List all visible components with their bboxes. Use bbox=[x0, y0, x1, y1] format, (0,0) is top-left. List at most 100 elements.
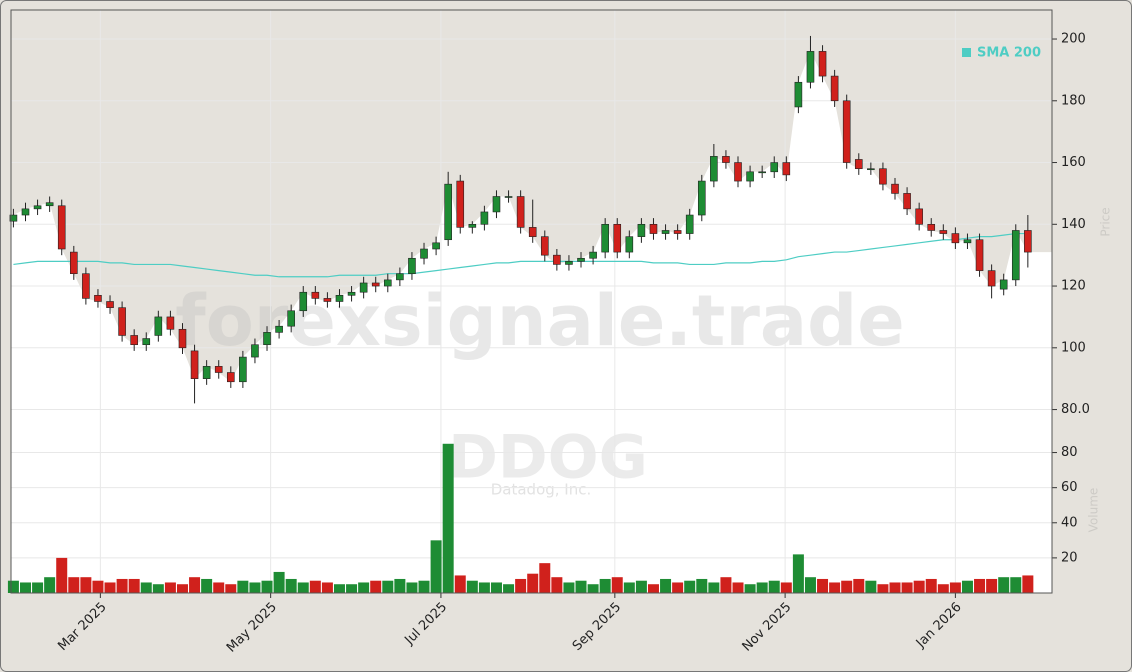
volume-bar bbox=[128, 578, 140, 593]
volume-bar bbox=[92, 580, 104, 593]
candle-body bbox=[710, 156, 718, 182]
volume-bar bbox=[575, 580, 587, 593]
candle-body bbox=[178, 328, 187, 349]
candle-body bbox=[746, 171, 754, 182]
volume-bar bbox=[768, 580, 780, 593]
volume-bar bbox=[80, 577, 92, 593]
candle-body bbox=[335, 295, 344, 302]
volume-bar bbox=[708, 582, 720, 593]
volume-bar bbox=[261, 580, 273, 593]
y-tick-label: 140 bbox=[1061, 217, 1086, 232]
candle-body bbox=[45, 202, 54, 207]
volume-bar bbox=[961, 580, 973, 593]
volume-tick-label: 60 bbox=[1061, 480, 1078, 495]
volume-bar bbox=[901, 582, 913, 593]
volume-bar bbox=[382, 580, 394, 593]
candle-body bbox=[516, 196, 525, 228]
candle-body bbox=[601, 223, 609, 253]
volume-bar bbox=[937, 584, 949, 593]
candle-body bbox=[867, 168, 875, 171]
candle-body bbox=[613, 223, 622, 253]
volume-bar bbox=[792, 554, 804, 593]
watermark: forexsignale.trade bbox=[175, 280, 904, 362]
volume-axis-label: Volume bbox=[1087, 488, 1101, 533]
candle-body bbox=[323, 298, 332, 302]
volume-tick-label: 80 bbox=[1061, 445, 1078, 460]
candle-body bbox=[818, 51, 827, 77]
candle-body bbox=[239, 356, 247, 383]
y-tick-label: 100 bbox=[1061, 340, 1086, 355]
candle-body bbox=[33, 205, 42, 210]
volume-bar bbox=[974, 578, 986, 593]
volume-bar bbox=[744, 584, 756, 593]
volume-bar bbox=[285, 578, 297, 593]
candle-body bbox=[891, 183, 899, 194]
candle-body bbox=[673, 230, 682, 234]
volume-bar bbox=[140, 582, 152, 593]
volume-bar bbox=[430, 540, 442, 593]
candle-body bbox=[57, 205, 66, 250]
candle-body bbox=[347, 291, 356, 296]
volume-bar bbox=[237, 580, 249, 593]
candle-body bbox=[685, 214, 694, 234]
candle-body bbox=[480, 211, 489, 225]
candle-body bbox=[697, 180, 706, 216]
volume-bar bbox=[527, 573, 539, 593]
volume-bar bbox=[563, 582, 575, 593]
candle-body bbox=[142, 338, 151, 346]
volume-bar bbox=[406, 582, 418, 593]
volume-bar bbox=[877, 584, 889, 593]
candle-body bbox=[383, 279, 392, 287]
y-tick-label: 180 bbox=[1061, 93, 1086, 108]
candle-body bbox=[975, 239, 984, 271]
candle-body bbox=[202, 366, 211, 379]
candle-body bbox=[806, 51, 815, 83]
candle-body bbox=[190, 350, 199, 379]
volume-bar bbox=[490, 582, 502, 593]
volume-bar bbox=[635, 580, 647, 593]
volume-bar bbox=[68, 577, 80, 593]
volume-bar bbox=[19, 582, 31, 593]
volume-bar bbox=[1022, 575, 1034, 593]
volume-bar bbox=[647, 584, 659, 593]
candle-body bbox=[396, 273, 404, 281]
volume-bar bbox=[539, 563, 551, 593]
volume-tick-label: 40 bbox=[1061, 515, 1078, 530]
volume-bar bbox=[454, 575, 466, 593]
volume-bar bbox=[925, 578, 937, 593]
volume-bar bbox=[418, 580, 430, 593]
candle-body bbox=[94, 295, 102, 302]
volume-bar bbox=[189, 577, 201, 593]
volume-bar bbox=[696, 578, 708, 593]
candle-body bbox=[359, 282, 368, 293]
volume-bar bbox=[44, 577, 56, 593]
volume-bar bbox=[853, 578, 865, 593]
candle-body bbox=[879, 168, 887, 185]
candle-body bbox=[528, 227, 537, 237]
candle-body bbox=[408, 257, 416, 274]
volume-bar bbox=[358, 582, 370, 593]
volume-bar bbox=[503, 584, 515, 593]
volume-bar bbox=[273, 571, 285, 593]
candle-body bbox=[661, 230, 670, 234]
candle-body bbox=[456, 180, 465, 228]
candle-body bbox=[251, 344, 259, 358]
volume-bar bbox=[623, 582, 635, 593]
y-tick-label: 160 bbox=[1061, 155, 1086, 170]
candle-body bbox=[432, 242, 440, 250]
candle-body bbox=[842, 100, 851, 163]
volume-bar bbox=[660, 578, 672, 593]
candle-body bbox=[226, 372, 235, 383]
y-tick-label: 80.0 bbox=[1061, 402, 1090, 417]
volume-bar bbox=[986, 578, 998, 593]
volume-bar bbox=[213, 582, 225, 593]
sma-line bbox=[13, 232, 1028, 278]
candle-body bbox=[1024, 230, 1032, 253]
candle-body bbox=[130, 335, 138, 346]
volume-bar bbox=[394, 578, 406, 593]
volume-bar bbox=[841, 580, 853, 593]
volume-bar bbox=[720, 577, 732, 593]
volume-bar bbox=[949, 582, 961, 593]
candle-body bbox=[758, 171, 766, 174]
